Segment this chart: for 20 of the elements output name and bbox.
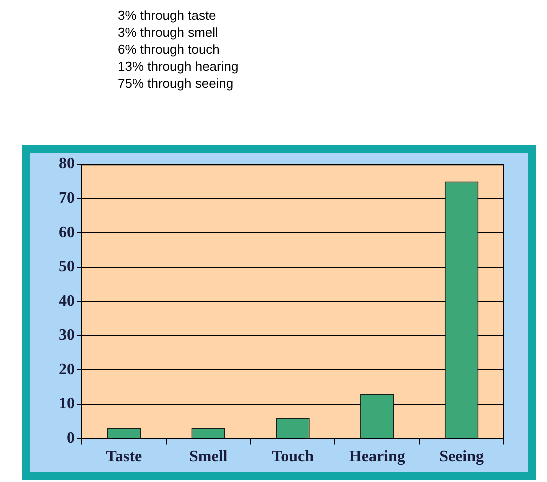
x-tick-label: Smell <box>189 448 228 466</box>
y-tick-label: 80 <box>59 156 75 173</box>
x-tick-label: Taste <box>106 448 142 466</box>
y-tick-label: 0 <box>67 430 75 447</box>
y-tick-label: 60 <box>59 224 75 242</box>
text: 13% through hearing <box>118 58 239 75</box>
x-tick-label: Hearing <box>349 448 406 466</box>
frame: Taste Smell Touch Hearing Seeing 0 10 20 30 40 50 60 70 80 <box>22 145 536 480</box>
text: 75% through seeing <box>118 75 235 92</box>
y-tick-label: 20 <box>59 361 75 378</box>
text: 3% through smell <box>118 24 220 41</box>
y-tick-label: 10 <box>59 396 75 413</box>
x-tick-label: Touch <box>272 448 314 466</box>
y-tick-label: 40 <box>59 292 75 310</box>
y-tick-label: 50 <box>59 258 75 276</box>
y-tick-label: 30 <box>59 327 75 344</box>
text: 6% through touch <box>118 41 221 58</box>
y-tick-label: 70 <box>59 190 75 208</box>
text: 3% through taste <box>118 7 218 24</box>
x-tick-label: Seeing <box>440 448 484 466</box>
